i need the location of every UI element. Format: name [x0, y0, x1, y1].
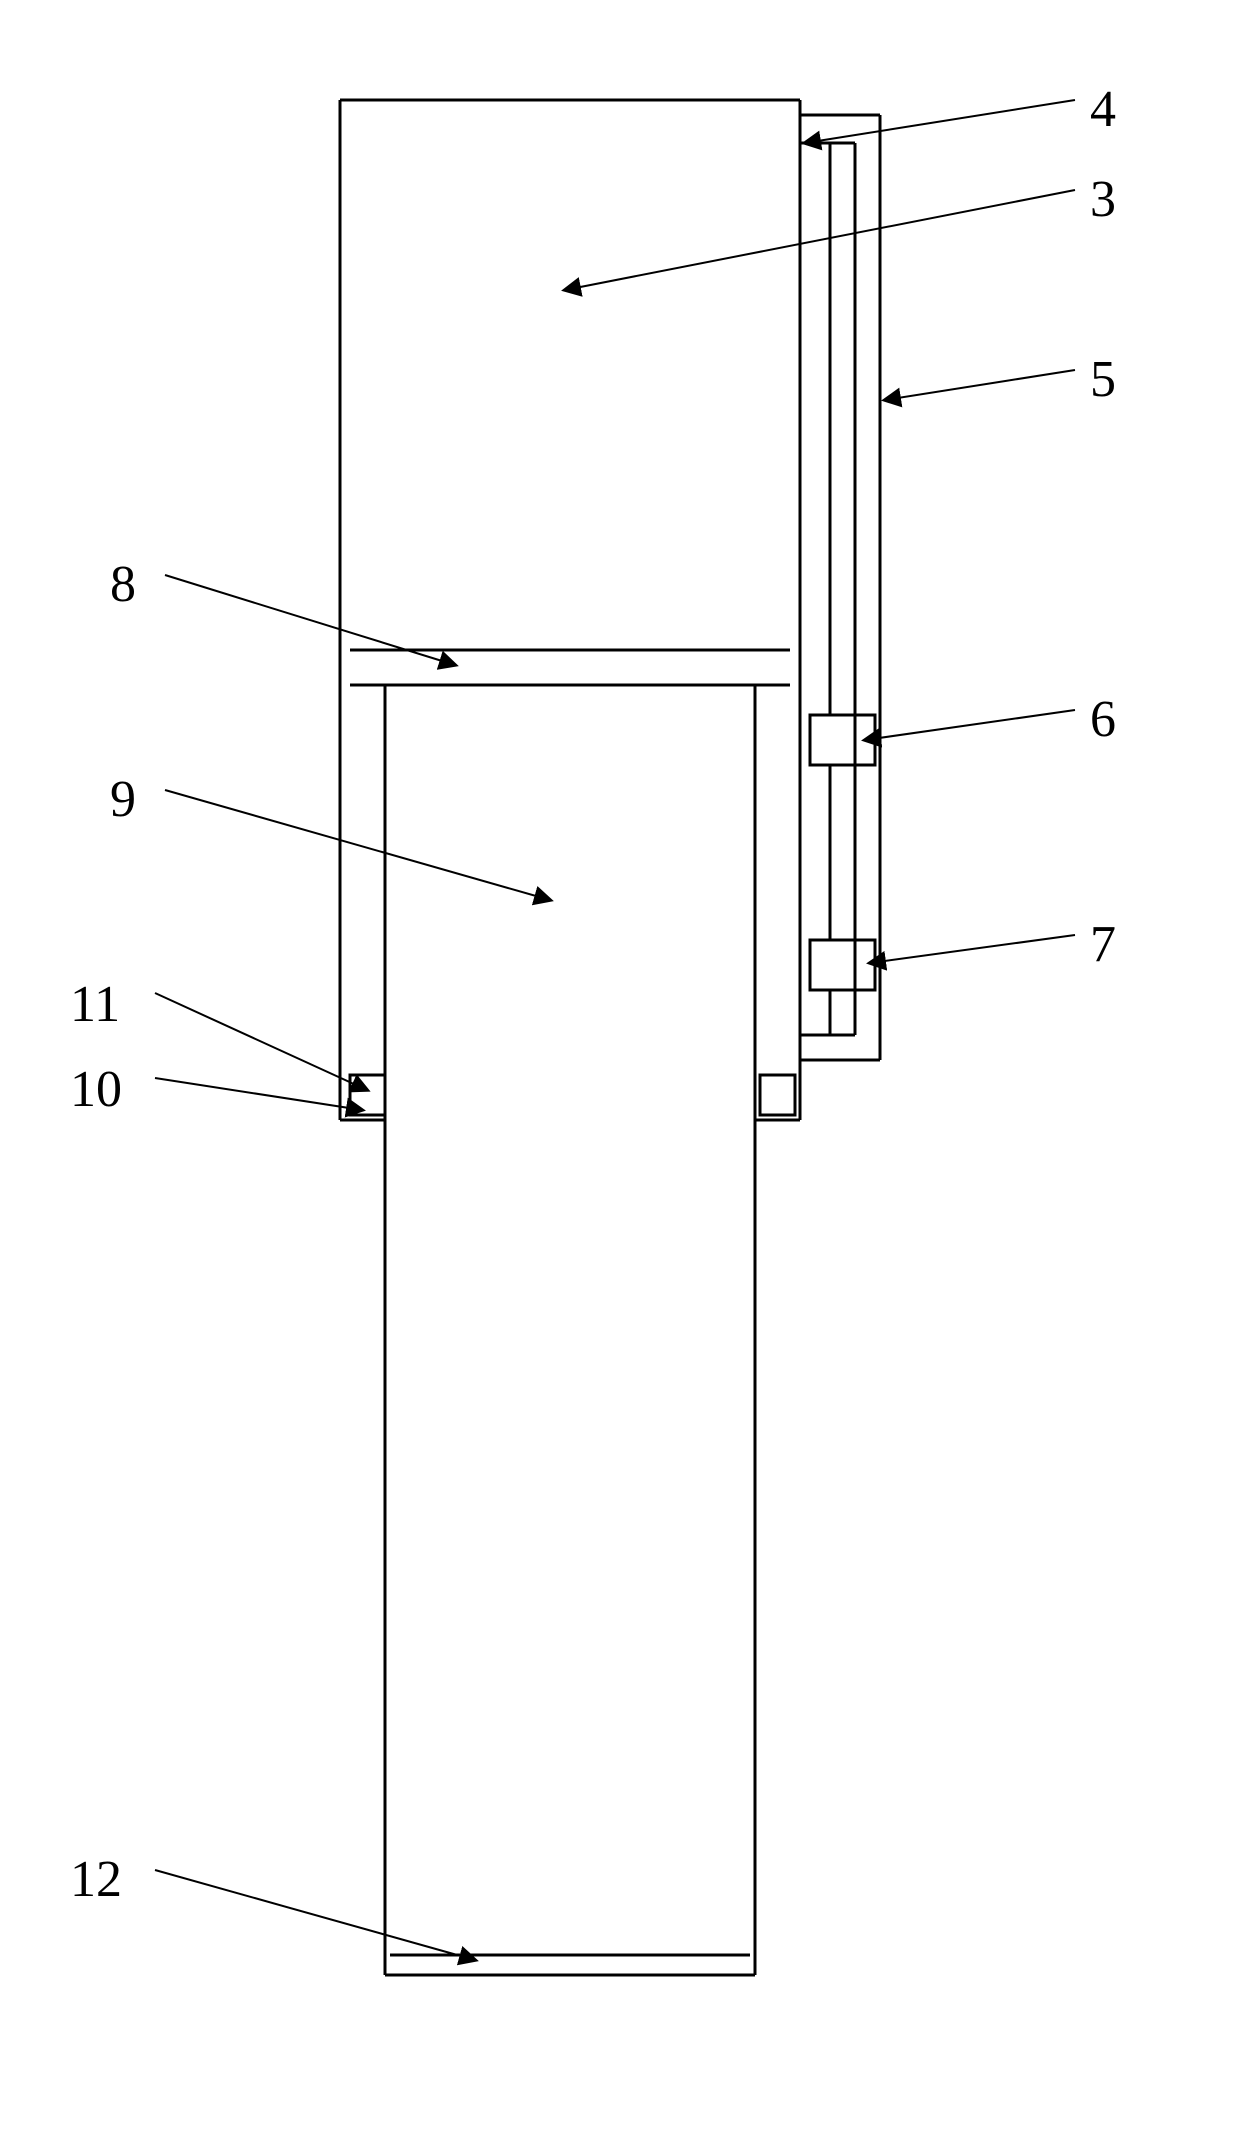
label-3: 3: [1090, 170, 1116, 229]
label-4: 4: [1090, 80, 1116, 139]
valve-2: [810, 940, 875, 990]
label-10: 10: [70, 1060, 122, 1119]
label-8: 8: [110, 555, 136, 614]
label-6: 6: [1090, 690, 1116, 749]
diagram-svg: [0, 0, 1240, 2146]
leader-6: [865, 710, 1075, 740]
leader-9: [165, 790, 550, 900]
leader-5: [885, 370, 1075, 400]
leader-8: [165, 575, 455, 665]
leader-3: [565, 190, 1075, 290]
label-12: 12: [70, 1850, 122, 1909]
leader-4: [805, 100, 1075, 143]
leader-10: [155, 1078, 362, 1110]
label-11: 11: [70, 975, 120, 1034]
leader-7: [870, 935, 1075, 963]
label-5: 5: [1090, 350, 1116, 409]
leader-12: [155, 1870, 475, 1960]
label-7: 7: [1090, 915, 1116, 974]
label-9: 9: [110, 770, 136, 829]
leader-11: [155, 993, 367, 1090]
seal-right: [760, 1075, 795, 1115]
